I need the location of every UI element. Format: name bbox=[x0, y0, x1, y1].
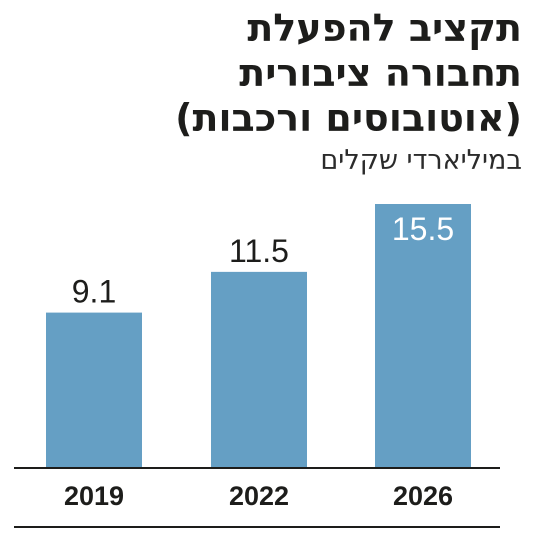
chart-title-line-2: תחבורה ציבורית bbox=[239, 51, 522, 95]
x-tick-label-2026: 2026 bbox=[393, 481, 453, 511]
data-label-2022: 11.5 bbox=[229, 233, 289, 269]
bar-2022 bbox=[211, 271, 307, 467]
chart-subtitle: במיליארדי שקלים bbox=[320, 145, 522, 176]
bar-2019 bbox=[46, 312, 142, 467]
data-label-2026: 15.5 bbox=[392, 211, 454, 247]
x-tick-label-2022: 2022 bbox=[229, 481, 289, 511]
chart-title-block: תקציב להפעלת תחבורה ציבורית (אוטובוסים ו… bbox=[175, 6, 522, 179]
bar-2026 bbox=[375, 204, 471, 467]
chart-title-line-3: (אוטובוסים ורכבות) bbox=[175, 96, 522, 140]
x-tick-label-2019: 2019 bbox=[64, 481, 124, 511]
data-label-2019: 9.1 bbox=[72, 274, 116, 310]
chart-title-line-1: תקציב להפעלת bbox=[247, 6, 522, 50]
